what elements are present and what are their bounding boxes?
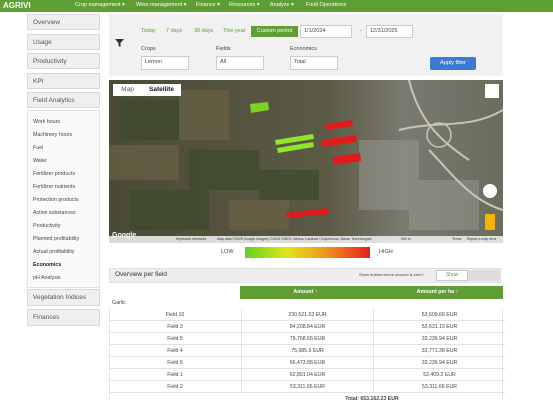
sidebar-item[interactable]: Overview xyxy=(27,14,100,30)
map-terms[interactable]: Terms xyxy=(452,237,462,241)
sidebar-subitem[interactable]: Planned profitability xyxy=(33,236,80,242)
filter-icon xyxy=(115,39,124,47)
sidebar-subitem[interactable]: Protection products xyxy=(33,197,79,203)
sidebar-sublist xyxy=(27,110,100,288)
table-cell: 53,311.66 EUR xyxy=(241,381,373,393)
nav-item[interactable]: Crop management xyxy=(75,2,125,8)
overview-title[interactable]: Overview per field xyxy=(115,271,168,278)
sidebar-subitem[interactable]: Fertilizer nutrients xyxy=(33,184,76,190)
table-cell: 230,521.53 EUR xyxy=(241,309,373,321)
map-scale: 500 m xyxy=(401,237,411,241)
fields-label: Fields xyxy=(216,46,231,52)
table-cell: Field 5 xyxy=(109,333,241,345)
economics-select[interactable]: Total xyxy=(290,56,338,70)
map-tab[interactable]: Satellite xyxy=(142,84,181,96)
table-cell: 66,473.88 EUR xyxy=(241,357,373,369)
sidebar-item[interactable]: Finances xyxy=(27,309,100,326)
zero-question: Show entries where amount is zero? xyxy=(359,272,424,277)
legend-gradient xyxy=(245,247,370,258)
overview-header xyxy=(109,268,501,283)
table-cell: 33,771.38 EUR xyxy=(373,345,505,357)
period-button[interactable]: Today xyxy=(141,28,156,34)
table-total: Total: 653,162.23 EUR xyxy=(345,396,399,400)
sidebar-item[interactable]: Usage xyxy=(27,34,100,50)
table-cell: Field 6 xyxy=(109,357,241,369)
map-shortcuts[interactable]: Keyboard shortcuts xyxy=(176,237,207,241)
sidebar-subitem[interactable]: Fertilizer products xyxy=(33,171,76,177)
sidebar-item[interactable]: KPI xyxy=(27,73,100,89)
period-button[interactable]: This year xyxy=(223,28,246,34)
toggle-show[interactable]: Show xyxy=(436,270,468,281)
sidebar-item[interactable]: Productivity xyxy=(27,53,100,69)
table-header[interactable]: Amount per ha ↑ xyxy=(416,289,459,295)
table-cell: Field 2 xyxy=(109,381,241,393)
sidebar-subitem[interactable]: Work hours xyxy=(33,119,60,125)
nav-item[interactable]: Wine management xyxy=(136,2,186,8)
table-grid xyxy=(109,309,503,400)
table-cell: 75,985.6 EUR xyxy=(241,345,373,357)
period-button[interactable]: 30 days xyxy=(194,28,214,34)
map xyxy=(109,79,504,243)
logo[interactable]: AGRIVI xyxy=(3,1,31,10)
sidebar-section[interactable]: Field Analytics xyxy=(27,92,100,108)
period-button[interactable]: 7 days xyxy=(166,28,183,34)
sidebar-item[interactable]: Vegetation Indices xyxy=(27,289,100,306)
table-cell: 33,236.94 EUR xyxy=(373,333,505,345)
table-cell: 84,208.84 EUR xyxy=(241,321,373,333)
sidebar-subitem[interactable]: Machinery hours xyxy=(33,132,73,138)
toggle-track xyxy=(436,270,500,281)
custom-period[interactable]: Custom period xyxy=(251,26,298,37)
crops-label: Crops xyxy=(141,46,156,52)
table-cell: 79,768.66 EUR xyxy=(241,333,373,345)
table-header-bg xyxy=(240,286,503,299)
legend-low: LOW xyxy=(221,249,234,255)
map-report[interactable]: Report a map error xyxy=(467,237,497,241)
table-cell: 52,409.2 EUR xyxy=(373,369,505,381)
sidebar-subitem[interactable]: Active substances xyxy=(33,210,76,216)
nav-item[interactable]: Field Operations xyxy=(306,2,347,8)
group-label: Garlic xyxy=(112,300,126,306)
date-from[interactable]: 1/1/2024 xyxy=(300,25,352,38)
apply-filter[interactable]: Apply filter xyxy=(430,57,476,70)
sidebar-subitem[interactable]: Fuel xyxy=(33,145,44,151)
table-cell: Field 4 xyxy=(109,345,241,357)
map-attribution: Map data ©2025 Google Imagery ©2025 CNES… xyxy=(217,237,372,241)
table-cell: 53,609.66 EUR xyxy=(373,309,505,321)
nav-item[interactable]: Analyze xyxy=(270,2,294,8)
table-cell: Field 10 xyxy=(109,309,241,321)
fields-select[interactable]: All xyxy=(216,56,264,70)
satellite-image xyxy=(109,79,504,243)
table-cell: Field 3 xyxy=(109,321,241,333)
sidebar-subitem[interactable]: Productivity xyxy=(33,223,61,229)
sidebar-subitem[interactable]: Water xyxy=(33,158,47,164)
table-cell: 52,631.15 EUR xyxy=(373,321,505,333)
table-cell: 33,236.94 EUR xyxy=(373,357,505,369)
date-to[interactable]: 12/31/2025 xyxy=(366,25,413,38)
crops-select[interactable]: Lemon xyxy=(141,56,189,70)
sidebar-subitem[interactable]: Actual profitability xyxy=(33,249,75,255)
sidebar-subitem[interactable]: Economics xyxy=(33,262,62,268)
economics-label: Economics xyxy=(290,46,317,52)
table-cell: 62,891.04 EUR xyxy=(241,369,373,381)
google-logo: Google xyxy=(112,232,137,239)
table-cell: Field 1 xyxy=(109,369,241,381)
nav-item[interactable]: Finance xyxy=(196,2,220,8)
sidebar-subitem[interactable]: pH Analysis xyxy=(33,275,61,281)
table-cell: 53,311.66 EUR xyxy=(373,381,505,393)
legend-high: HIGH xyxy=(379,249,393,255)
map-tab[interactable]: Map xyxy=(113,84,142,96)
date-separator: - xyxy=(360,28,362,34)
table-header[interactable]: Amount ↑ xyxy=(293,289,318,295)
nav-item[interactable]: Resources xyxy=(229,2,260,8)
